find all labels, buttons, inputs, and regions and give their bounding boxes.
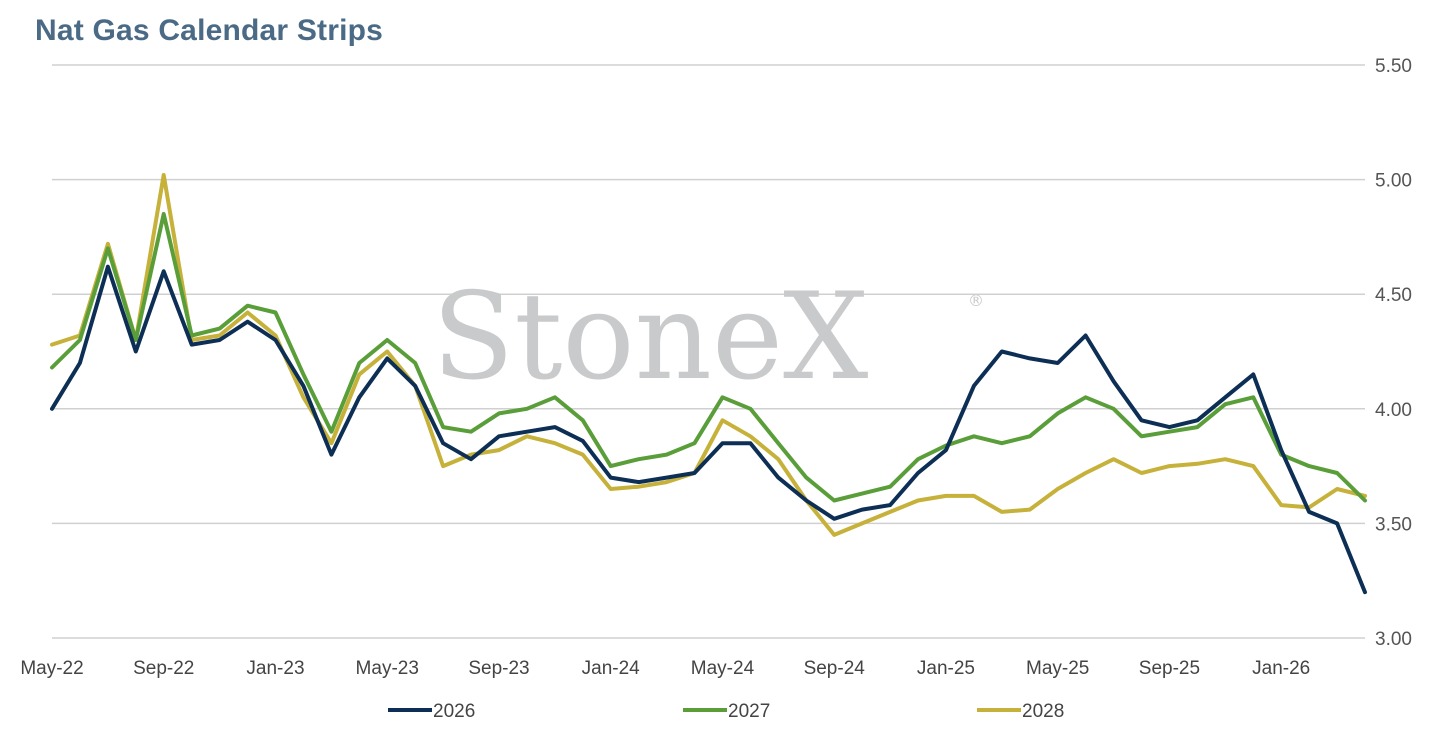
- y-tick-label: 4.50: [1375, 285, 1412, 306]
- legend-label-2028: 2028: [1022, 701, 1064, 722]
- stonex-watermark: StoneX ®: [432, 268, 984, 407]
- x-tick-label: Jan-23: [246, 658, 304, 679]
- x-tick-label: May-23: [356, 658, 419, 679]
- x-tick-label: Jan-24: [582, 658, 641, 679]
- x-tick-label: Sep-23: [468, 658, 529, 679]
- x-tick-label: Sep-25: [1139, 658, 1200, 679]
- x-tick-label: Jan-26: [1252, 658, 1310, 679]
- x-tick-label: May-24: [691, 658, 755, 679]
- legend-label-2026: 2026: [433, 701, 475, 722]
- x-tick-label: Jan-25: [917, 658, 975, 679]
- x-tick-label: Sep-22: [133, 658, 194, 679]
- series-line-2028: [50, 173, 1367, 537]
- y-tick-label: 3.50: [1375, 514, 1412, 535]
- y-tick-label: 5.50: [1375, 56, 1412, 77]
- series-line-2027: [50, 212, 1367, 503]
- x-tick-label: May-25: [1026, 658, 1089, 679]
- gridlines: [52, 64, 1365, 639]
- y-tick-label: 3.00: [1375, 629, 1412, 650]
- watermark-registered-mark: ®: [968, 291, 984, 310]
- series-line-2026: [50, 264, 1367, 595]
- x-axis: May-22 Sep-22 Jan-23 May-23 Sep-23 Jan-24 May-…: [20, 658, 1310, 679]
- series-lines: [50, 173, 1367, 595]
- watermark-logo-text: StoneX: [432, 268, 868, 407]
- legend-label-2027: 2027: [728, 701, 770, 722]
- y-axis: 3.00 3.50 4.00 4.50 5.00 5.50: [1375, 56, 1412, 650]
- x-tick-label: Sep-24: [804, 658, 866, 679]
- legend: 2026 2027 2028: [388, 701, 1064, 722]
- y-tick-label: 4.00: [1375, 400, 1412, 421]
- chart-title: Nat Gas Calendar Strips: [35, 14, 384, 47]
- y-tick-label: 5.00: [1375, 171, 1412, 192]
- x-tick-label: May-22: [20, 658, 83, 679]
